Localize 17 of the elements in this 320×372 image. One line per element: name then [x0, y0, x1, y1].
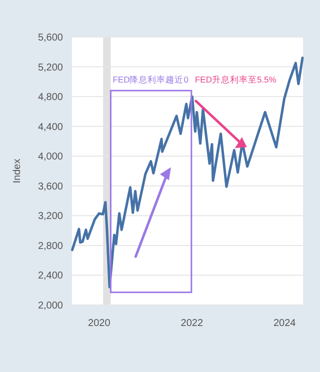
line-series: [71, 56, 304, 288]
x-tick-label: 2024: [274, 318, 296, 329]
y-tick-label: 5,200: [38, 62, 64, 74]
y-axis-title: Index: [12, 158, 23, 184]
y-tick-label: 2,800: [38, 240, 64, 252]
annotation: FED降息利率趨近0: [112, 74, 189, 84]
y-tick-label: 3,600: [38, 181, 64, 192]
y-tick-label: 4,400: [38, 122, 64, 133]
x-tick-label: 2020: [88, 318, 111, 329]
y-tick-label: 2,000: [38, 300, 64, 312]
y-tick-label: 2,400: [38, 270, 64, 282]
x-tick-label: 2022: [180, 318, 204, 329]
annotation: FED升息利率至5.5%: [194, 74, 277, 84]
y-tick-label: 5,600: [38, 32, 64, 44]
y-tick-label: 4,000: [38, 152, 64, 163]
y-tick-label: 3,200: [38, 211, 64, 222]
y-tick-label: 4,800: [38, 92, 64, 104]
